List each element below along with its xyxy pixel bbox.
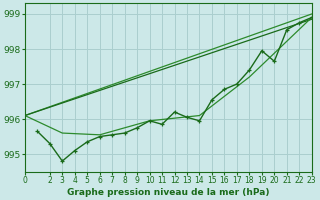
X-axis label: Graphe pression niveau de la mer (hPa): Graphe pression niveau de la mer (hPa) xyxy=(67,188,269,197)
